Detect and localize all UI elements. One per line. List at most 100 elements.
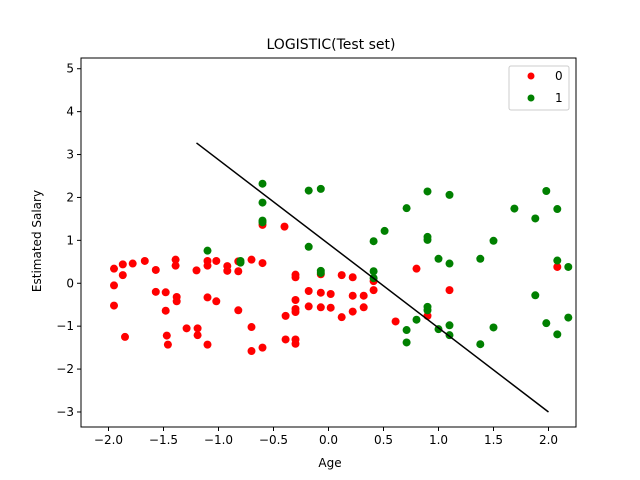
data-point-class-0: [337, 313, 346, 322]
data-point-class-0: [110, 301, 118, 310]
data-point-class-0: [118, 260, 127, 269]
data-point-class-1: [258, 179, 267, 188]
data-point-class-0: [326, 289, 335, 298]
x-tick-label: −1.5: [149, 433, 178, 447]
y-tick-label: 5: [66, 62, 74, 76]
data-point-class-1: [369, 267, 378, 276]
data-point-class-1: [564, 313, 573, 322]
data-point-class-1: [203, 246, 212, 255]
data-point-class-1: [564, 262, 573, 271]
data-point-class-1: [423, 187, 432, 196]
data-point-class-0: [110, 264, 118, 273]
data-point-class-1: [380, 226, 389, 235]
data-point-class-0: [291, 339, 300, 348]
data-point-class-0: [258, 259, 267, 268]
data-point-class-0: [203, 293, 212, 302]
data-point-class-0: [212, 297, 221, 306]
y-tick-label: 2: [66, 190, 74, 204]
x-tick-label: 2.0: [539, 433, 558, 447]
x-tick-label: 0.0: [319, 433, 338, 447]
data-point-class-0: [291, 295, 300, 304]
data-point-class-1: [236, 258, 245, 267]
data-point-class-1: [402, 326, 411, 335]
data-point-class-1: [553, 256, 562, 265]
data-point-class-0: [163, 340, 172, 349]
data-point-class-0: [281, 335, 290, 344]
data-point-class-0: [128, 259, 137, 268]
data-point-class-0: [182, 324, 191, 333]
y-axis-label: Estimated Salary: [30, 190, 44, 292]
data-point-class-0: [281, 311, 290, 320]
data-point-class-1: [542, 319, 551, 328]
x-tick-label: 1.5: [484, 433, 503, 447]
data-point-class-0: [247, 347, 256, 356]
data-point-class-0: [348, 273, 357, 282]
legend-label-0: 0: [555, 69, 563, 83]
data-point-class-0: [412, 264, 421, 273]
decision-boundary-line: [196, 142, 549, 413]
data-point-class-1: [434, 254, 443, 263]
data-point-class-0: [304, 302, 313, 311]
data-point-class-1: [510, 204, 519, 213]
data-point-class-0: [203, 261, 212, 270]
chart-title: LOGISTIC(Test set): [267, 37, 396, 53]
data-point-class-0: [192, 266, 201, 275]
legend-marker-1: [527, 94, 535, 102]
data-point-class-0: [162, 331, 171, 340]
data-point-class-0: [110, 281, 118, 290]
x-tick-label: −2.0: [94, 433, 123, 447]
y-tick-label: −2: [56, 362, 74, 376]
y-tick-label: 1: [66, 233, 74, 247]
data-point-class-0: [280, 222, 289, 231]
data-point-class-1: [553, 330, 562, 339]
y-tick-label: 3: [66, 148, 74, 162]
data-point-class-0: [247, 255, 256, 264]
data-point-class-1: [542, 187, 551, 196]
data-point-class-0: [118, 271, 127, 280]
data-point-class-0: [348, 307, 357, 316]
data-point-class-0: [151, 265, 160, 274]
data-point-class-1: [304, 242, 313, 251]
data-point-class-1: [423, 306, 432, 315]
data-point-class-0: [369, 286, 378, 295]
y-tick-label: −3: [56, 405, 74, 419]
data-point-class-0: [140, 256, 149, 265]
data-point-class-0: [171, 255, 180, 264]
data-point-class-0: [223, 266, 232, 275]
data-point-class-0: [291, 273, 300, 282]
data-point-class-1: [402, 204, 411, 213]
legend-marker-0: [527, 72, 535, 80]
data-point-class-0: [234, 267, 243, 276]
data-point-class-0: [203, 340, 212, 349]
data-point-class-0: [193, 331, 202, 340]
plot-area: −2.0 −1.5 −1.0 −0.5 0.0 0.5 1.0 1.5 2.0 −3 −2 −1 0 1 2…: [56, 57, 577, 447]
data-point-class-1: [489, 323, 498, 332]
data-point-class-1: [258, 198, 267, 207]
data-point-class-1: [445, 190, 454, 199]
data-point-class-0: [234, 306, 243, 315]
x-axis-label: Age: [318, 456, 341, 470]
data-point-class-0: [359, 291, 368, 300]
data-point-class-0: [258, 343, 267, 352]
data-point-class-1: [316, 184, 325, 193]
data-point-class-1: [531, 291, 540, 300]
legend-box: [508, 65, 570, 111]
data-point-class-1: [402, 338, 411, 347]
data-point-class-1: [476, 340, 485, 349]
data-point-class-1: [304, 186, 313, 195]
data-point-class-1: [412, 315, 421, 324]
data-point-class-1: [369, 237, 378, 246]
data-point-class-0: [553, 262, 562, 271]
x-tick-label: −1.0: [204, 433, 233, 447]
data-point-class-1: [531, 214, 540, 223]
data-point-class-1: [489, 236, 498, 245]
x-tick-label: −0.5: [259, 433, 288, 447]
y-tick-label: 0: [66, 276, 74, 290]
data-point-class-0: [161, 306, 170, 315]
data-point-class-0: [212, 256, 221, 265]
data-point-class-1: [476, 254, 485, 263]
data-point-class-0: [445, 286, 454, 295]
data-point-class-0: [391, 317, 400, 326]
